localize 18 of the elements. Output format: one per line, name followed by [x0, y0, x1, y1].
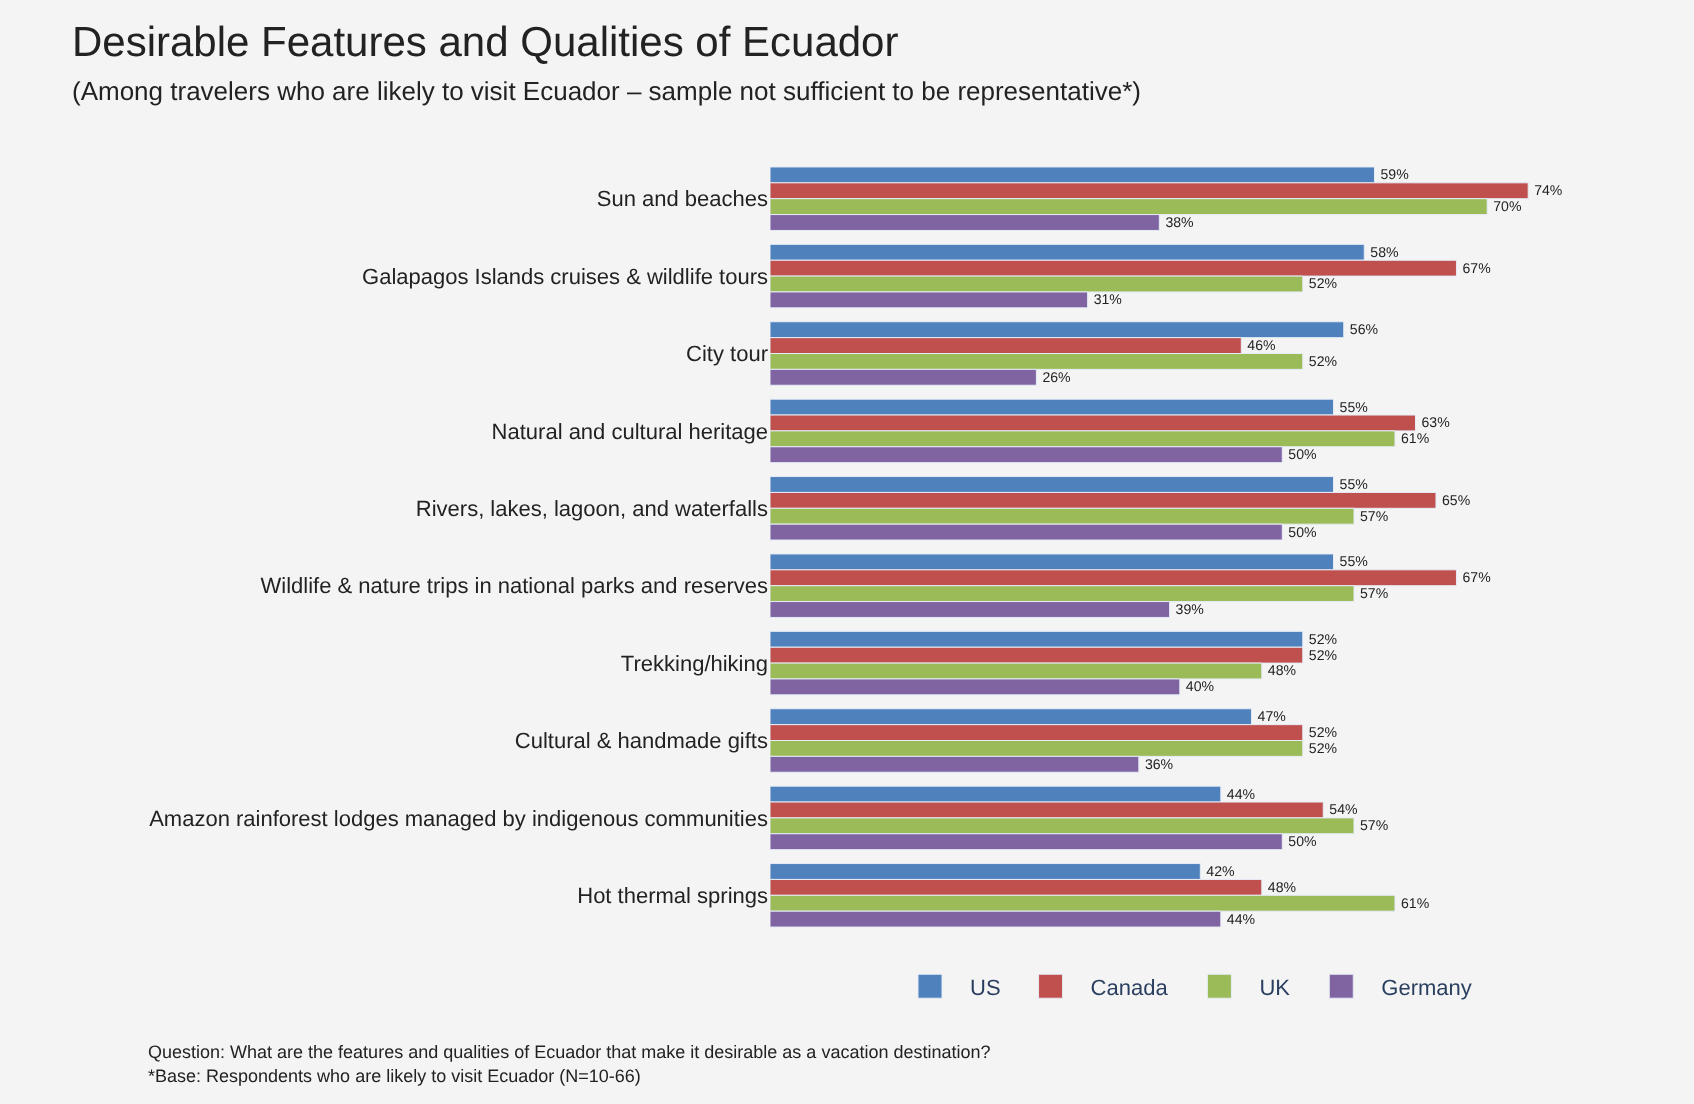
y-tick-label: Rivers, lakes, lagoon, and waterfalls [415, 498, 769, 522]
y-tick-label: Wildlife & nature trips in national parks and reserves [260, 575, 769, 600]
legend-label: Germany [1381, 976, 1473, 1001]
y-tick-label: Sun and beaches [596, 188, 769, 213]
y-tick-label: Galapagos Islands cruises & wildlife tours [362, 265, 769, 290]
chart-subtitle: (Among travelers who are likely to visit Ecuador – sample not sufficient to be representative*) [72, 76, 1141, 106]
y-tick-label: Trekking/hiking [620, 652, 768, 677]
y-tick-label: City tour [686, 343, 769, 368]
y-tick-label: Amazon rainforest lodges managed by indigenous communities [149, 807, 769, 832]
text: Question: What are the features and qualities of Ecuador that make it desirable as a vacation destination? [148, 1042, 991, 1062]
y-tick-label: Hot thermal springs [577, 885, 769, 909]
legend-label: UK [1259, 976, 1292, 1001]
legend-label: US [970, 976, 1001, 1001]
legend-label: Canada [1090, 976, 1170, 1001]
text: *Base: Respondents who are likely to visit Ecuador (N=10-66) [148, 1066, 641, 1086]
y-tick-label: Cultural & handmade gifts [514, 730, 769, 755]
y-tick-label: Natural and cultural heritage [491, 420, 768, 445]
chart-title: Desirable Features and Qualities of Ecuador [72, 20, 899, 66]
